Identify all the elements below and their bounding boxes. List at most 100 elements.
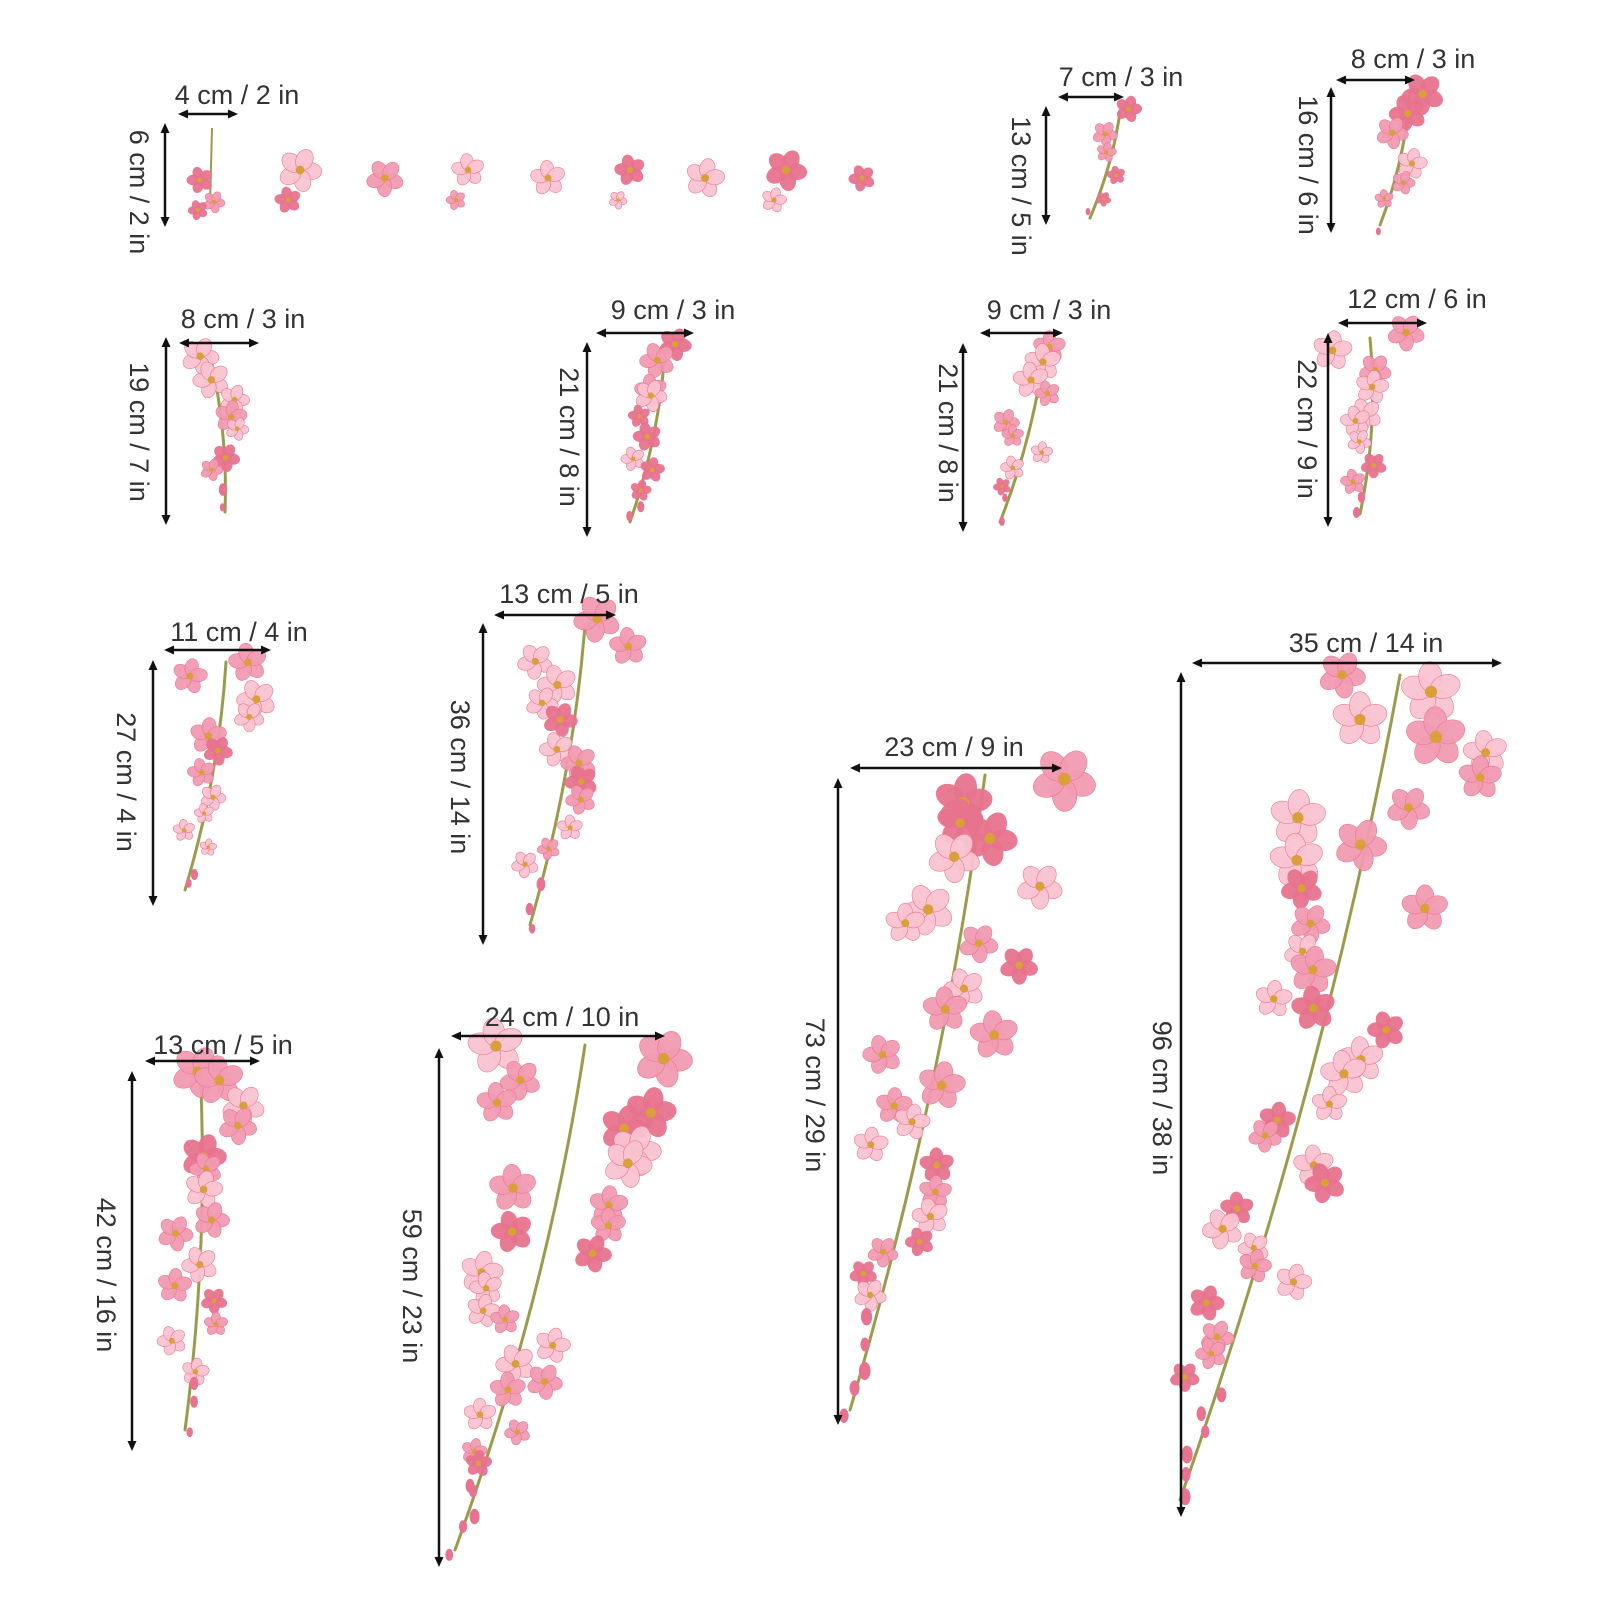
blossom-icon [1376,117,1409,150]
decal-h-height-label: 36 cm / 14 in [445,700,475,855]
branch-stem [453,1043,587,1552]
blossom-icon [1356,370,1390,403]
blossom-icon [517,644,553,680]
blossom-icon [1458,755,1502,798]
blossom-icon [1332,691,1388,744]
blossom-icon [1255,980,1293,1017]
blossom-icon [1387,315,1425,352]
blossom-icon [1401,884,1448,930]
blossom-icon [854,1280,887,1312]
blossom-bud [458,1520,468,1533]
blossom-icon [1190,1285,1225,1321]
decal-a-width-label: 7 cm / 3 in [1059,62,1184,92]
blossom-bud [637,501,645,513]
cherry-blossom-icon [609,191,628,210]
decal-j-height-label: 96 cm / 38 in [1147,1021,1177,1176]
decal-i-height-label: 73 cm / 29 in [800,1018,830,1173]
blossom-bud [445,1548,454,1561]
blossom-icon [539,732,573,767]
blossom-icon [639,343,674,378]
blossom-bud [1085,207,1091,216]
blossom-icon [1397,148,1428,179]
blossom-icon [885,902,925,941]
blossom-bud [1181,1445,1193,1464]
cherry-blossom-icon [203,191,226,214]
blossom-icon [1291,985,1335,1029]
blossom-icon [867,1238,899,1268]
blossom-icon [173,658,208,693]
decal-b-height-label: 16 cm / 6 in [1293,95,1323,235]
blossom-icon [234,703,265,733]
blossom-icon [204,1311,228,1335]
decal-h-cherry-blossom-branch-icon [511,596,647,934]
blossom-icon [1406,706,1466,764]
blossom-icon [605,1140,653,1188]
cherry-blossom-icon [366,161,404,197]
blossom-icon [637,1031,693,1088]
cherry-blossom-icon [614,154,645,185]
blossom-icon [1001,424,1024,446]
blossom-icon [201,1288,228,1314]
decal-e-width-label: 9 cm / 3 in [987,295,1112,325]
branch-stem [1178,673,1402,1502]
dimension-layer [127,75,1502,1567]
blossom-icon [1277,1263,1313,1300]
blossom-icon [1367,1011,1403,1049]
blossom-icon [1248,1120,1282,1153]
blossom-bud [1201,1425,1210,1439]
blossom-icon [490,1304,520,1334]
blossom-bud [839,1408,849,1424]
blossom-bud [999,516,1005,526]
blossom-icon [627,404,650,427]
blossom-icon [489,1371,526,1407]
blossom-icon [1097,142,1117,163]
blossom-icon [1462,730,1507,774]
blossom-bud [536,877,546,892]
blossom-icon [158,1268,192,1302]
blossom-icon [181,1247,217,1283]
blossom-icon [490,1210,531,1252]
blossom-icon [537,837,560,861]
blossom-icon [853,1126,889,1161]
blossom-icon [1281,869,1322,910]
blossom-icon [156,1326,186,1356]
blossom-icon [527,1364,563,1400]
blossom-icon [1374,189,1394,208]
decal-j-width-label: 35 cm / 14 in [1289,628,1444,658]
blossom-icon [964,812,1018,866]
blossom-icon [504,1419,530,1446]
blossom-icon [905,1227,933,1257]
blossom-icon [201,458,223,482]
blossom-bud [528,923,536,934]
blossom-icon [212,444,241,473]
blossom-icon [1096,192,1112,207]
decal-i-cherry-blossom-branch-icon [839,750,1096,1424]
blossom-bud [190,868,198,881]
blossom-icon [919,1175,952,1207]
blossom-bud [1216,1387,1227,1403]
blossom-icon [1361,453,1387,479]
blossom-icon [511,851,539,879]
blossom-icon [1387,788,1431,830]
decal-d-width-label: 9 cm / 3 in [611,295,736,325]
decal-g-width-label: 11 cm / 4 in [170,617,308,647]
decal-c-cherry-blossom-branch-icon [182,338,250,514]
blossom-icon [476,1082,517,1122]
blossom-icon [919,1061,966,1108]
decal-k-height-label: 42 cm / 16 in [91,1198,121,1353]
blossom-icon [465,1449,493,1476]
blossom-icon [226,417,250,441]
blossom-bud [1353,506,1361,519]
blossom-bud [1002,493,1008,502]
blossom-icon [1392,171,1416,195]
blossom-icon [172,819,195,841]
decal-k-width-label: 13 cm / 5 in [153,1030,293,1060]
decal-f-width-label: 12 cm / 6 in [1347,284,1487,314]
blossom-icon [1000,455,1024,480]
blossom-icon [1017,865,1063,910]
blossom-icon [922,986,967,1030]
decal-g-cherry-blossom-branch-icon [172,642,275,892]
blossom-icon [609,627,647,664]
blossom-bud [469,1508,480,1525]
